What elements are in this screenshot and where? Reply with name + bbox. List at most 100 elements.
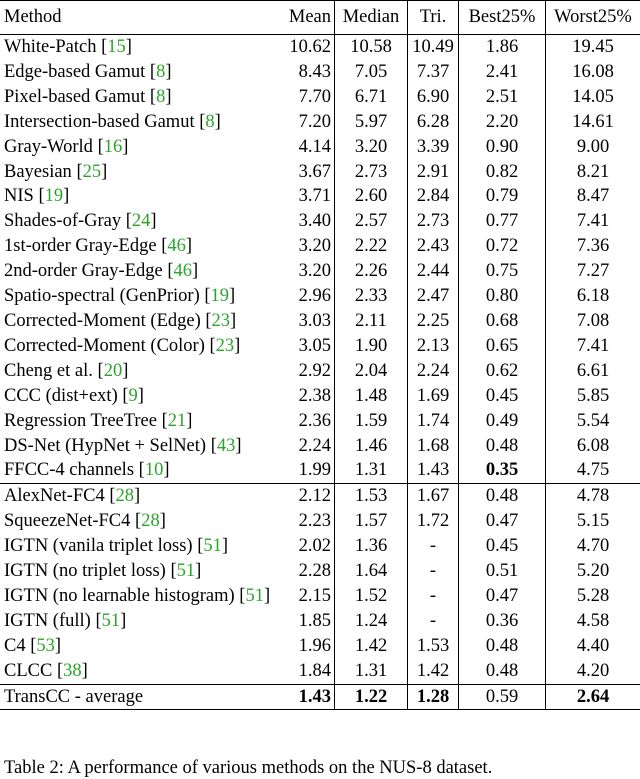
tri-cell: 2.43 <box>408 234 459 259</box>
method-cell: FFCC-4 channels [10] <box>0 458 276 483</box>
best-cell: 1.86 <box>459 35 546 60</box>
citation-link[interactable]: 24 <box>132 211 151 231</box>
method-cell: Edge-based Gamut [8] <box>0 60 276 85</box>
citation-link[interactable]: 16 <box>104 137 123 157</box>
header-best25: Best25% <box>459 1 546 35</box>
median-cell: 2.73 <box>335 160 408 185</box>
median-cell: 10.58 <box>335 35 408 60</box>
best-cell: 0.65 <box>459 334 546 359</box>
worst-cell: 4.75 <box>546 458 640 483</box>
tri-cell: 1.74 <box>408 409 459 434</box>
citation-link[interactable]: 51 <box>177 561 196 581</box>
method-cell: IGTN (no learnable histogram) [51] <box>0 584 276 609</box>
method-cell: C4 [53] <box>0 634 276 659</box>
mean-cell: 2.12 <box>276 484 335 509</box>
citation-link[interactable]: 8 <box>156 62 165 82</box>
best-cell: 0.47 <box>459 509 546 534</box>
best-cell: 0.62 <box>459 359 546 384</box>
best-cell: 0.77 <box>459 209 546 234</box>
citation-link[interactable]: 38 <box>63 661 82 681</box>
median-cell: 1.22 <box>335 684 408 710</box>
citation-link[interactable]: 46 <box>167 236 186 256</box>
citation-link[interactable]: 51 <box>203 536 222 556</box>
worst-cell: 7.41 <box>546 334 640 359</box>
citation-link[interactable]: 20 <box>104 361 123 381</box>
mean-cell: 1.84 <box>276 659 335 684</box>
citation-link[interactable]: 28 <box>116 486 135 506</box>
worst-cell: 7.41 <box>546 209 640 234</box>
worst-cell: 7.08 <box>546 309 640 334</box>
citation-link[interactable]: 51 <box>102 611 121 631</box>
median-cell: 2.57 <box>335 209 408 234</box>
tri-cell: 1.43 <box>408 458 459 483</box>
citation-link[interactable]: 8 <box>156 87 165 107</box>
method-cell: Intersection-based Gamut [8] <box>0 110 276 135</box>
mean-cell: 10.62 <box>276 35 335 60</box>
method-cell: AlexNet-FC4 [28] <box>0 484 276 509</box>
worst-cell: 16.08 <box>546 60 640 85</box>
worst-cell: 9.00 <box>546 135 640 160</box>
header-tri: Tri. <box>408 1 459 35</box>
citation-link[interactable]: 9 <box>129 386 138 406</box>
citation-link[interactable]: 19 <box>45 186 64 206</box>
best-cell: 0.49 <box>459 409 546 434</box>
worst-cell: 5.15 <box>546 509 640 534</box>
mean-cell: 2.92 <box>276 359 335 384</box>
method-name: Shades-of-Gray <box>4 211 121 231</box>
best-cell: 2.51 <box>459 85 546 110</box>
mean-cell: 1.96 <box>276 634 335 659</box>
method-name: IGTN (no triplet loss) <box>4 561 166 581</box>
citation-link[interactable]: 43 <box>217 436 236 456</box>
results-table: Method Mean Median Tri. Best25% Worst25%… <box>0 0 640 710</box>
tri-cell: - <box>408 609 459 634</box>
citation-link[interactable]: 51 <box>245 586 264 606</box>
method-name: Gray-World <box>4 137 93 157</box>
tri-cell: 1.53 <box>408 634 459 659</box>
method-cell: CLCC [38] <box>0 659 276 684</box>
method-cell: CCC (dist+ext) [9] <box>0 384 276 409</box>
tri-cell: 1.68 <box>408 434 459 459</box>
median-cell: 1.46 <box>335 434 408 459</box>
citation-link[interactable]: 23 <box>212 311 231 331</box>
mean-cell: 3.71 <box>276 184 335 209</box>
method-cell: Corrected-Moment (Color) [23] <box>0 334 276 359</box>
method-name: Spatio-spectral (GenPrior) <box>4 286 200 306</box>
citation-link[interactable]: 15 <box>107 37 126 57</box>
citation-link[interactable]: 25 <box>83 162 102 182</box>
citation-link[interactable]: 8 <box>205 112 214 132</box>
worst-cell: 4.78 <box>546 484 640 509</box>
method-name: Edge-based Gamut <box>4 62 145 82</box>
citation-link[interactable]: 23 <box>216 336 235 356</box>
mean-cell: 7.70 <box>276 85 335 110</box>
citation-link[interactable]: 21 <box>168 411 187 431</box>
mean-cell: 3.20 <box>276 234 335 259</box>
citation-link[interactable]: 28 <box>141 511 160 531</box>
citation-link[interactable]: 46 <box>174 261 193 281</box>
method-cell: Corrected-Moment (Edge) [23] <box>0 309 276 334</box>
method-cell: Spatio-spectral (GenPrior) [19] <box>0 284 276 309</box>
best-cell: 0.75 <box>459 259 546 284</box>
citation-link[interactable]: 10 <box>145 460 164 480</box>
citation-link[interactable]: 19 <box>211 286 230 306</box>
citation-link[interactable]: 53 <box>36 636 55 656</box>
tri-cell: 2.24 <box>408 359 459 384</box>
method-cell: Regression TreeTree [21] <box>0 409 276 434</box>
method-name: TransCC - average <box>4 687 143 707</box>
header-method: Method <box>0 1 276 35</box>
tri-cell: 3.39 <box>408 135 459 160</box>
tri-cell: 2.25 <box>408 309 459 334</box>
median-cell: 2.60 <box>335 184 408 209</box>
tri-cell: 10.49 <box>408 35 459 60</box>
best-cell: 0.45 <box>459 384 546 409</box>
median-cell: 7.05 <box>335 60 408 85</box>
worst-cell: 5.28 <box>546 584 640 609</box>
best-cell: 0.36 <box>459 609 546 634</box>
median-cell: 2.04 <box>335 359 408 384</box>
